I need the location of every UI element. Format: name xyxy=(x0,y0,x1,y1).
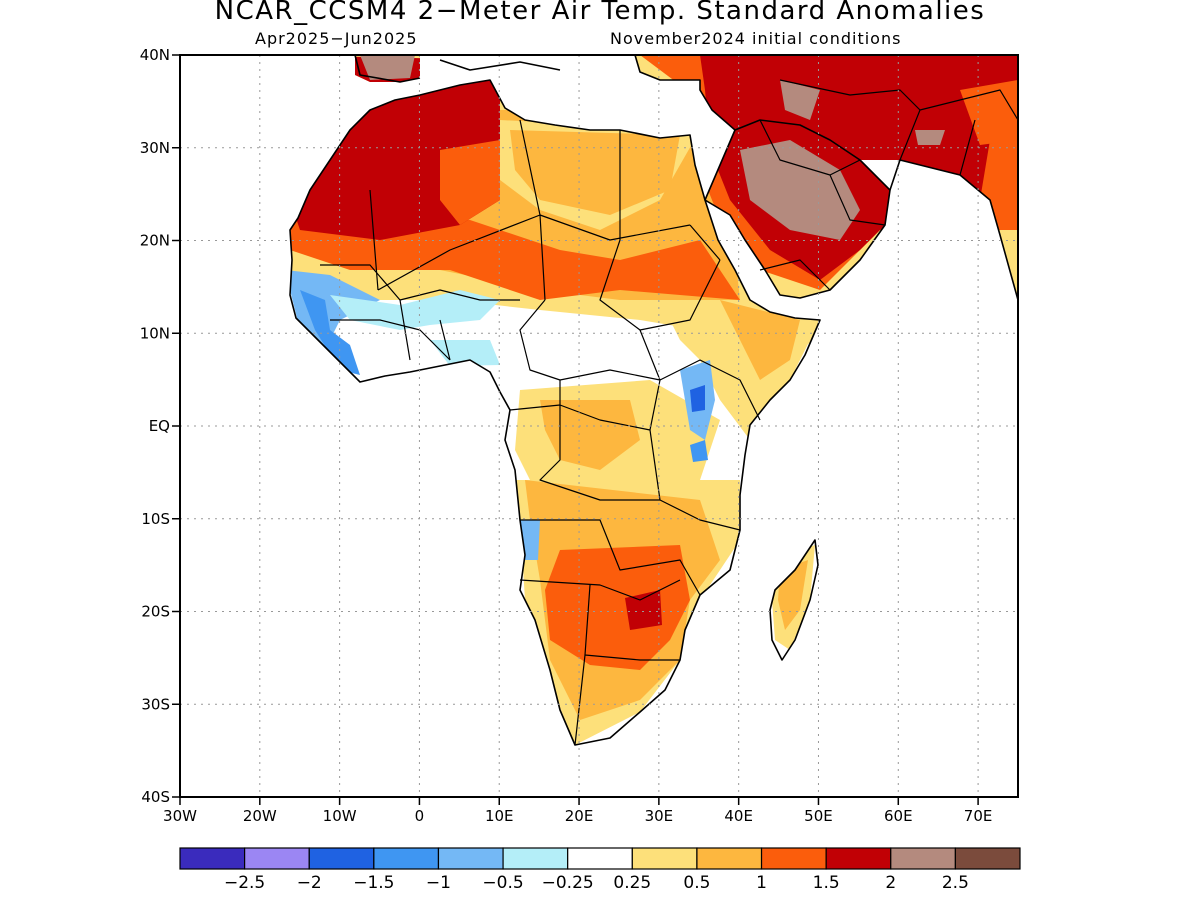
lat-tick-label: 30N xyxy=(140,139,170,157)
colorbar-swatch xyxy=(179,847,246,870)
colorbar-swatch xyxy=(308,847,375,870)
lat-tick-label: 40N xyxy=(140,46,170,64)
lon-tick-label: 50E xyxy=(804,807,833,825)
colorbar-label: −1.5 xyxy=(353,873,394,893)
anomaly-region xyxy=(690,385,705,412)
colorbar-swatch xyxy=(890,847,956,870)
colorbar-label: 2.5 xyxy=(942,873,969,893)
lat-tick-label: EQ xyxy=(149,417,170,435)
anomaly-region xyxy=(440,140,500,225)
lon-tick-label: 30W xyxy=(163,807,197,825)
lon-tick-label: 0 xyxy=(415,807,425,825)
anomaly-region xyxy=(540,400,640,470)
initial-conditions: November2024 initial conditions xyxy=(610,29,902,48)
lat-tick-label: 30S xyxy=(141,695,170,713)
colorbar-label: 0.25 xyxy=(613,873,651,893)
anomaly-region xyxy=(740,140,860,240)
anomaly-region xyxy=(720,300,800,380)
anomaly-region xyxy=(915,130,945,145)
colorbar-label: −2 xyxy=(297,873,322,893)
asia-coastline xyxy=(889,159,1019,301)
lon-tick-label: 60E xyxy=(884,807,913,825)
map-title: NCAR_CCSM4 2−Meter Air Temp. Standard An… xyxy=(214,0,986,26)
lat-tick-label: 20S xyxy=(141,603,170,621)
graticule xyxy=(180,55,1018,797)
anomaly-region xyxy=(510,130,680,215)
colorbar-label: 1.5 xyxy=(813,873,840,893)
colorbar-label: 1 xyxy=(756,873,767,893)
colorbar-swatch xyxy=(502,847,569,870)
anomaly-region xyxy=(545,545,690,670)
lon-tick-label: 10E xyxy=(485,807,514,825)
colorbar-label: −0.5 xyxy=(482,873,523,893)
anomaly-region xyxy=(430,340,500,366)
anomaly-region xyxy=(780,80,820,120)
colorbar-swatch xyxy=(696,847,763,870)
colorbar-label: 0.5 xyxy=(683,873,710,893)
colorbar-label: −2.5 xyxy=(224,873,265,893)
lon-tick-label: 40E xyxy=(724,807,753,825)
lon-tick-label: 70E xyxy=(964,807,993,825)
latitude-axis: 40N 30N 20N 10N EQ 10S 20S 30S 40S xyxy=(140,46,180,806)
colorbar-swatch xyxy=(567,847,633,870)
colorbar-label: −1 xyxy=(426,873,451,893)
forecast-period: Apr2025−Jun2025 xyxy=(255,29,418,48)
africa-coastline xyxy=(289,79,821,746)
lat-tick-label: 40S xyxy=(141,788,170,806)
coastlines-and-borders xyxy=(289,54,1019,746)
lat-tick-label: 20N xyxy=(140,232,170,250)
colorbar: −2.5 −2 −1.5 −1 −0.5 −0.25 0.25 0.5 1 1.5 2 2.5 xyxy=(179,847,1021,893)
colorbar-swatch xyxy=(631,847,698,870)
colorbar-label: −0.25 xyxy=(542,873,594,893)
anomaly-region xyxy=(625,590,662,630)
colorbar-swatch xyxy=(825,847,892,870)
colorbar-swatch xyxy=(437,847,504,870)
lon-tick-label: 20W xyxy=(243,807,277,825)
lat-tick-label: 10N xyxy=(140,324,170,342)
lon-tick-label: 30E xyxy=(645,807,674,825)
colorbar-swatch xyxy=(244,847,310,870)
anomaly-region xyxy=(690,440,708,462)
lon-tick-label: 20E xyxy=(565,807,594,825)
lon-tick-label: 10W xyxy=(323,807,357,825)
colorbar-swatch xyxy=(373,847,440,870)
colorbar-swatch xyxy=(954,847,1021,870)
lat-tick-label: 10S xyxy=(141,510,170,528)
colorbar-swatch xyxy=(760,847,827,870)
longitude-axis: 30W 20W 10W 0 10E 20E 30E 40E 50E 60E 70E xyxy=(163,797,992,825)
anomaly-region xyxy=(700,55,1018,280)
madagascar-coastline xyxy=(769,539,819,661)
anomaly-region xyxy=(360,55,415,80)
anomaly-region xyxy=(300,290,360,375)
colorbar-label: 2 xyxy=(885,873,896,893)
country-borders xyxy=(320,79,1019,746)
europe-coastline xyxy=(354,54,736,131)
